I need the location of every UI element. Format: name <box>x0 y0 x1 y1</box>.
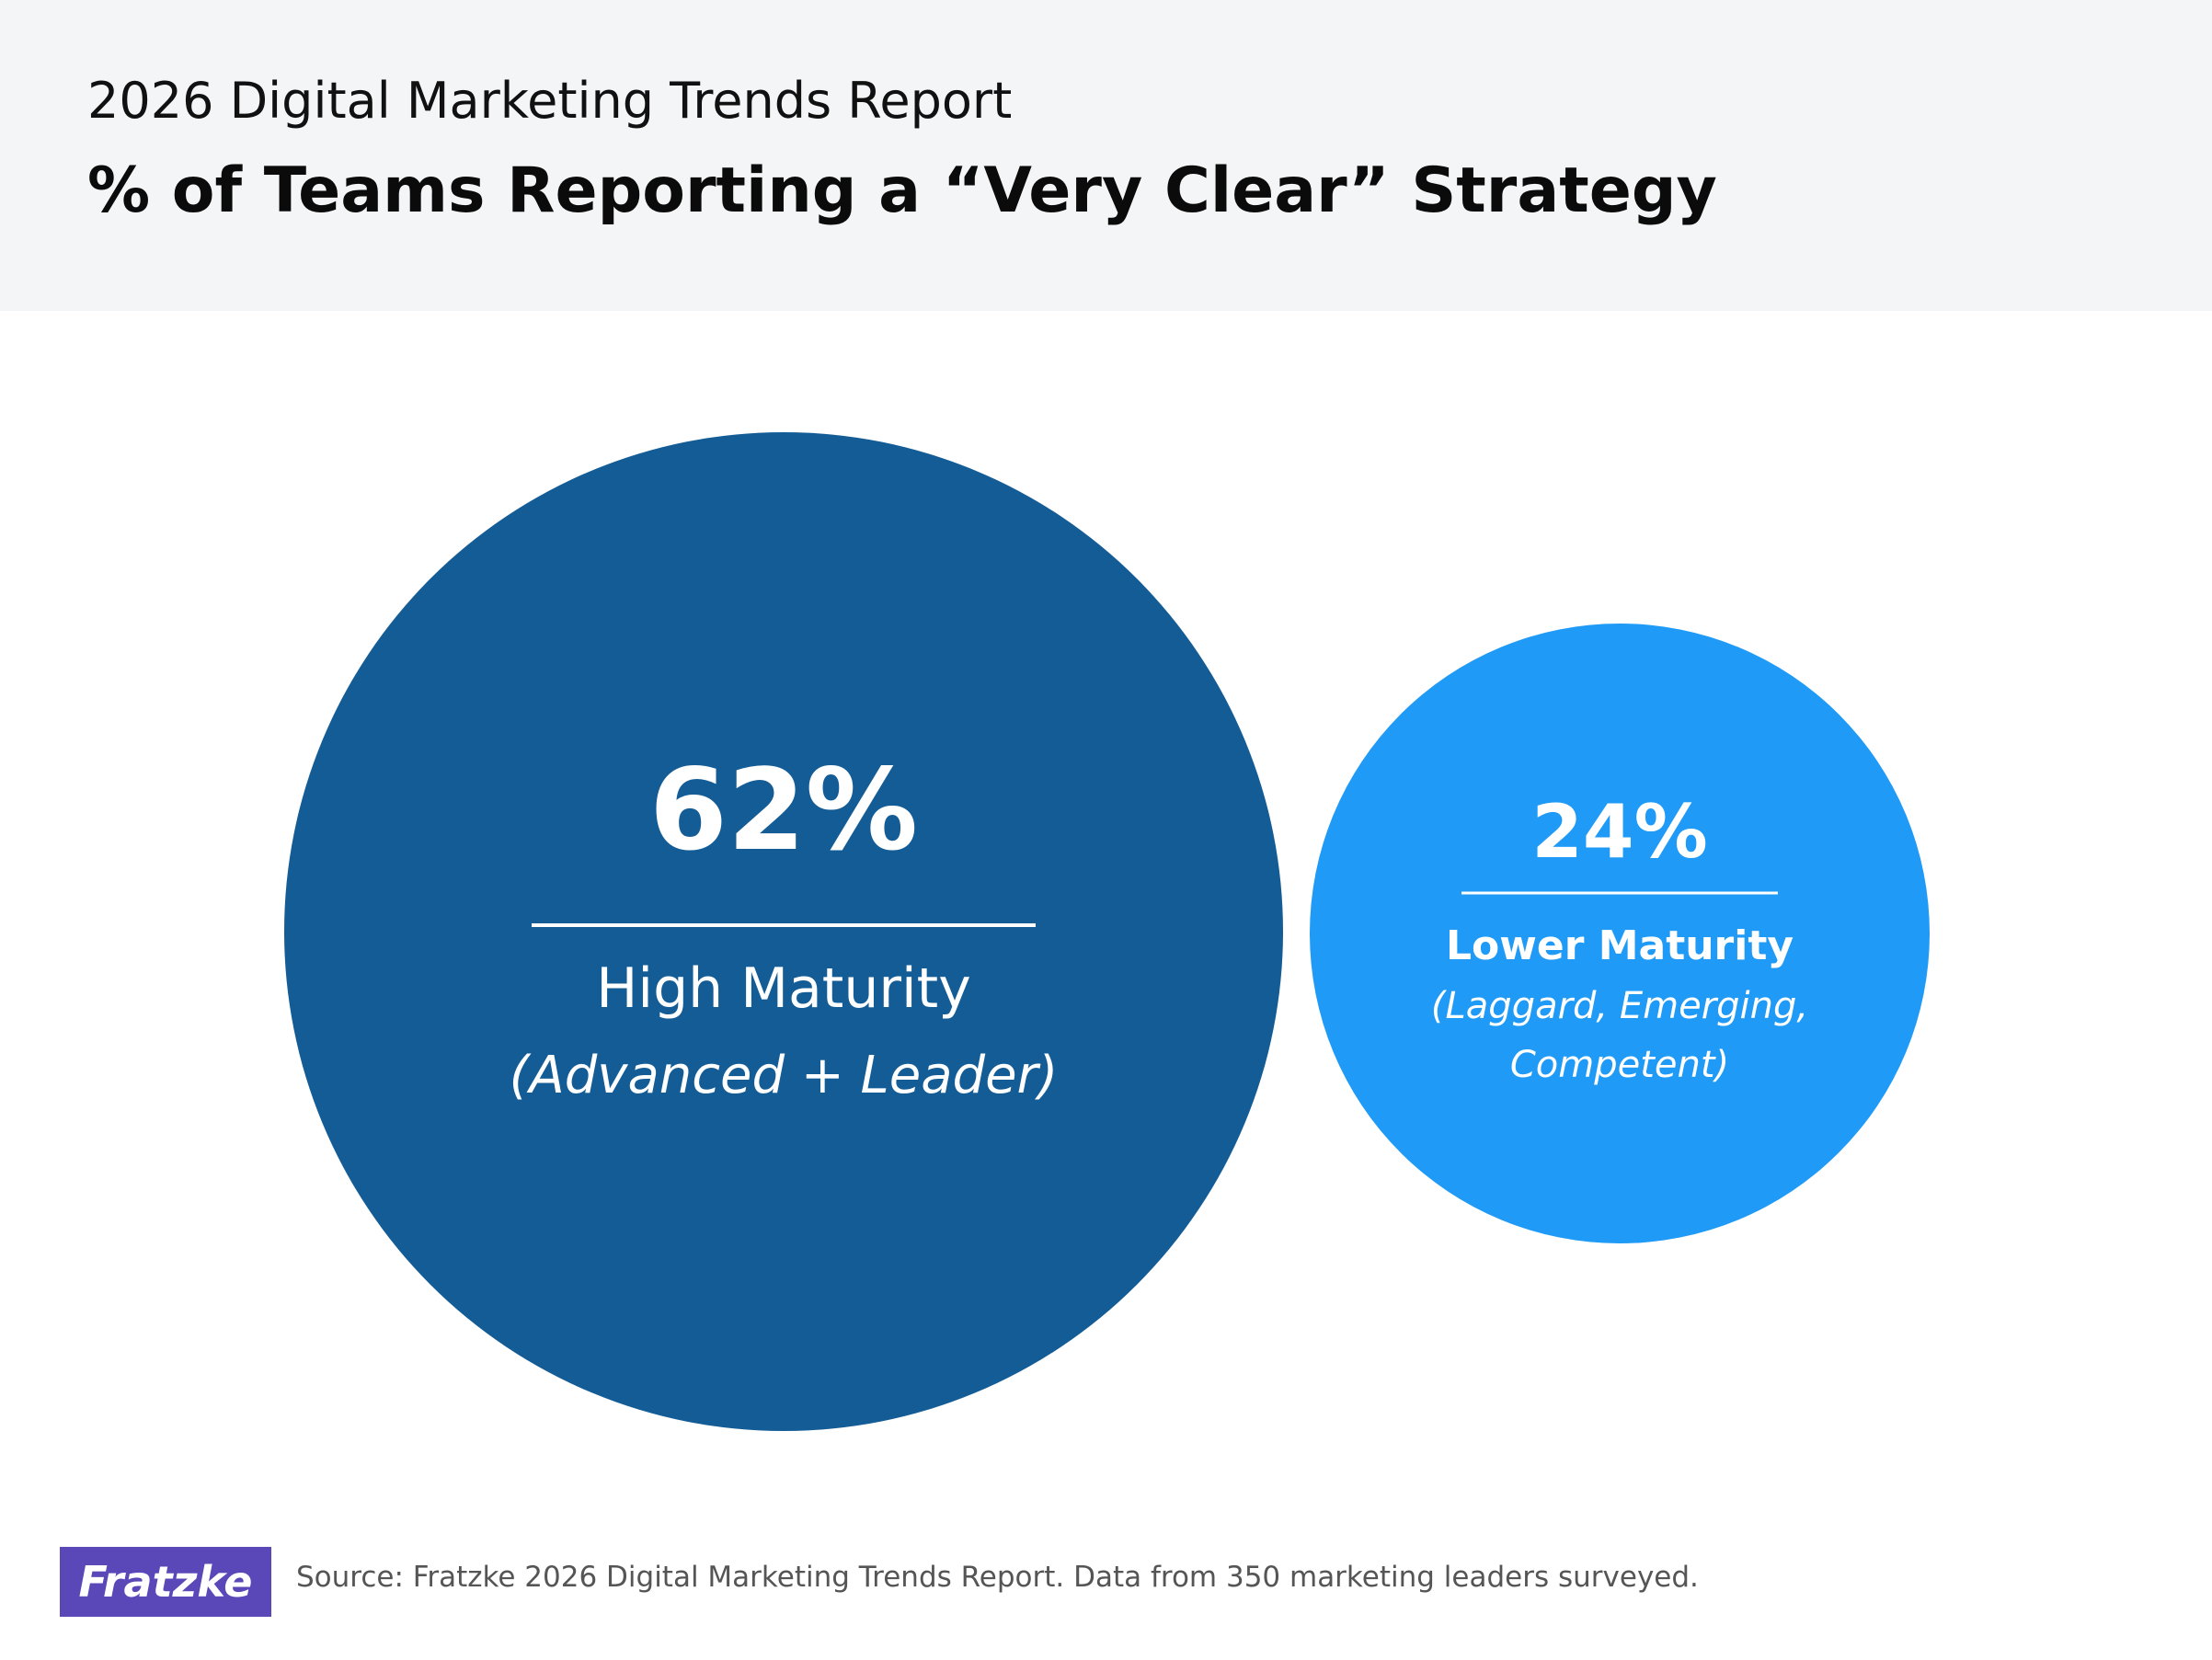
fratzke-logo: Fratzke <box>60 1547 271 1617</box>
high-maturity-category-label: High Maturity <box>596 956 970 1021</box>
lower-maturity-value-label: 24% <box>1531 789 1707 875</box>
high-maturity-value-label: 62% <box>649 745 918 876</box>
lower-maturity-sublabel-line: (Laggard, Emerging, <box>1431 985 1808 1027</box>
report-supertitle: 2026 Digital Marketing Trends Report <box>87 72 1013 130</box>
high-maturity-bubble <box>284 432 1283 1431</box>
high-maturity-sublabel-line: (Advanced + Leader) <box>510 1046 1059 1105</box>
lower-maturity-sublabel-line: Competent) <box>1510 1044 1729 1086</box>
lower-maturity-category-label: Lower Maturity <box>1446 922 1794 969</box>
source-note: Source: Fratzke 2026 Digital Marketing T… <box>296 1561 1699 1594</box>
bubble-group: 62% High Maturity (Advanced + Leader) 24% Lo… <box>284 432 1930 1431</box>
lower-maturity-bubble <box>1310 624 1930 1243</box>
chart-title: % of Teams Reporting a “Very Clear” Stra… <box>87 155 1717 227</box>
header-band: 2026 Digital Marketing Trends Report % o… <box>0 0 2212 311</box>
